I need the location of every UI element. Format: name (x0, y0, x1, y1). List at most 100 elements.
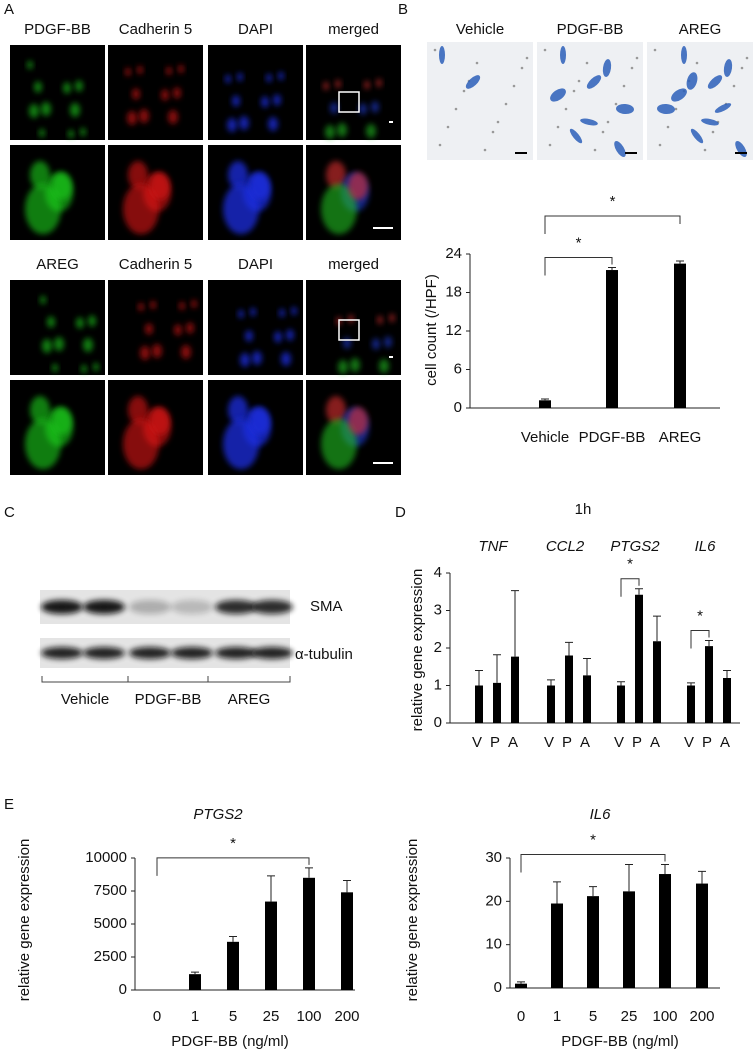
signal (338, 360, 348, 374)
cell (616, 103, 634, 115)
error-bar (635, 588, 643, 595)
band (41, 647, 83, 659)
x-tick-label: P (702, 734, 712, 751)
pore (520, 66, 524, 70)
image-label: PDGF-BB (557, 21, 624, 38)
image-label: AREG (679, 21, 722, 38)
signal (237, 72, 243, 82)
group-label: PDGF-BB (135, 691, 202, 708)
band (251, 647, 293, 659)
error-bar (565, 641, 573, 656)
cell (465, 75, 481, 89)
signal (41, 102, 51, 116)
cell (701, 118, 719, 126)
cell (657, 103, 675, 115)
signal (168, 110, 178, 124)
cell (686, 72, 698, 90)
signal (239, 116, 249, 130)
signal (139, 109, 149, 123)
pore (711, 130, 715, 134)
signal (250, 172, 270, 200)
x-tick-label: V (684, 734, 694, 751)
x-tick-label: 200 (334, 1008, 359, 1025)
signal (223, 183, 259, 235)
error-bar (617, 681, 625, 686)
signal (191, 299, 197, 309)
signal (228, 161, 248, 189)
signal (93, 362, 99, 372)
signal (132, 88, 140, 100)
signal (52, 363, 58, 373)
group-label: AREG (228, 691, 271, 708)
signal (250, 407, 270, 435)
signal (166, 66, 172, 76)
signal (137, 65, 143, 75)
pore (525, 56, 529, 60)
bar (696, 883, 708, 988)
x-tick-label: 100 (296, 1008, 321, 1025)
error-bar (511, 590, 519, 657)
cell (714, 103, 732, 113)
bar (606, 270, 618, 408)
error-bar (475, 670, 483, 686)
bar (341, 892, 353, 990)
pore (585, 61, 589, 65)
bar (653, 641, 661, 723)
pore (658, 143, 662, 147)
error-bar (267, 875, 275, 902)
signal (30, 396, 50, 424)
y-tick-label: 24 (445, 245, 462, 262)
y-tick-label: 0 (494, 979, 502, 996)
signal (39, 128, 45, 138)
signal (123, 418, 159, 470)
band (83, 647, 125, 659)
significance-label: * (697, 607, 703, 624)
error-bar (589, 886, 597, 897)
image-label: Cadherin 5 (119, 21, 192, 38)
x-tick-label: 1 (553, 1008, 561, 1025)
band (129, 600, 171, 614)
bar (623, 891, 635, 988)
significance-bracket (520, 854, 666, 873)
signal (63, 82, 71, 94)
significance-label: * (627, 556, 633, 573)
cell (560, 46, 566, 64)
cell (671, 88, 687, 102)
signal (80, 127, 86, 137)
significance-bracket (156, 857, 310, 876)
pore (433, 48, 437, 52)
error-bar (698, 870, 706, 884)
image-label: merged (328, 256, 379, 273)
band (171, 647, 213, 659)
y-tick-label: 30 (485, 849, 502, 866)
signal (323, 81, 329, 91)
signal (150, 407, 170, 435)
cell (580, 118, 598, 126)
x-tick-label: 25 (621, 1008, 638, 1025)
signal (70, 103, 80, 117)
group-label: CCL2 (546, 538, 585, 555)
significance-label: * (590, 831, 596, 848)
pore (630, 66, 634, 70)
bar (265, 901, 277, 990)
signal (30, 161, 50, 189)
error-bar (517, 981, 525, 984)
micrograph (208, 45, 303, 140)
micrograph (108, 45, 203, 140)
image-label: DAPI (238, 256, 273, 273)
bar (475, 685, 483, 723)
bar (303, 877, 315, 990)
error-bar (653, 615, 661, 642)
signal (34, 81, 42, 93)
error-bar (493, 654, 501, 683)
cell (586, 75, 602, 89)
cell (602, 59, 612, 77)
significance-bracket (620, 578, 640, 597)
group-label: IL6 (695, 538, 717, 555)
signal (281, 352, 291, 366)
pore (564, 107, 568, 111)
y-axis-label: relative gene expression (404, 839, 421, 1002)
signal (83, 338, 93, 352)
signal (123, 183, 159, 235)
band-label: α-tubulin (295, 646, 353, 663)
